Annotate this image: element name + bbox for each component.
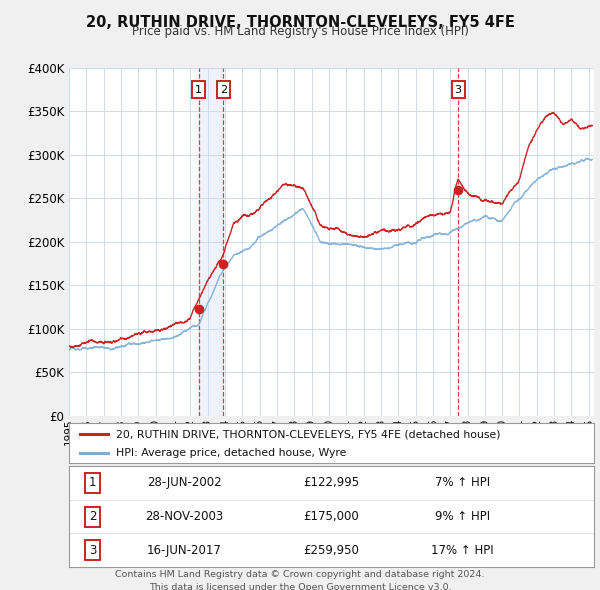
Text: 20, RUTHIN DRIVE, THORNTON-CLEVELEYS, FY5 4FE: 20, RUTHIN DRIVE, THORNTON-CLEVELEYS, FY… bbox=[86, 15, 514, 30]
Text: 2: 2 bbox=[89, 510, 97, 523]
Text: Contains HM Land Registry data © Crown copyright and database right 2024.: Contains HM Land Registry data © Crown c… bbox=[115, 570, 485, 579]
Text: 3: 3 bbox=[89, 543, 97, 557]
Text: £259,950: £259,950 bbox=[304, 543, 359, 557]
Text: 7% ↑ HPI: 7% ↑ HPI bbox=[435, 476, 490, 490]
Text: 2: 2 bbox=[220, 84, 227, 94]
Text: 1: 1 bbox=[89, 476, 97, 490]
Text: 16-JUN-2017: 16-JUN-2017 bbox=[147, 543, 222, 557]
Text: HPI: Average price, detached house, Wyre: HPI: Average price, detached house, Wyre bbox=[116, 448, 347, 458]
Text: This data is licensed under the Open Government Licence v3.0.: This data is licensed under the Open Gov… bbox=[149, 583, 451, 590]
Text: £122,995: £122,995 bbox=[304, 476, 359, 490]
Text: £175,000: £175,000 bbox=[304, 510, 359, 523]
Bar bbox=[199, 68, 223, 416]
Text: 9% ↑ HPI: 9% ↑ HPI bbox=[435, 510, 490, 523]
Text: Price paid vs. HM Land Registry's House Price Index (HPI): Price paid vs. HM Land Registry's House … bbox=[131, 25, 469, 38]
Text: 1: 1 bbox=[195, 84, 202, 94]
Text: 20, RUTHIN DRIVE, THORNTON-CLEVELEYS, FY5 4FE (detached house): 20, RUTHIN DRIVE, THORNTON-CLEVELEYS, FY… bbox=[116, 430, 501, 440]
Text: 3: 3 bbox=[455, 84, 461, 94]
Text: 17% ↑ HPI: 17% ↑ HPI bbox=[431, 543, 494, 557]
Text: 28-NOV-2003: 28-NOV-2003 bbox=[145, 510, 224, 523]
Text: 28-JUN-2002: 28-JUN-2002 bbox=[147, 476, 222, 490]
